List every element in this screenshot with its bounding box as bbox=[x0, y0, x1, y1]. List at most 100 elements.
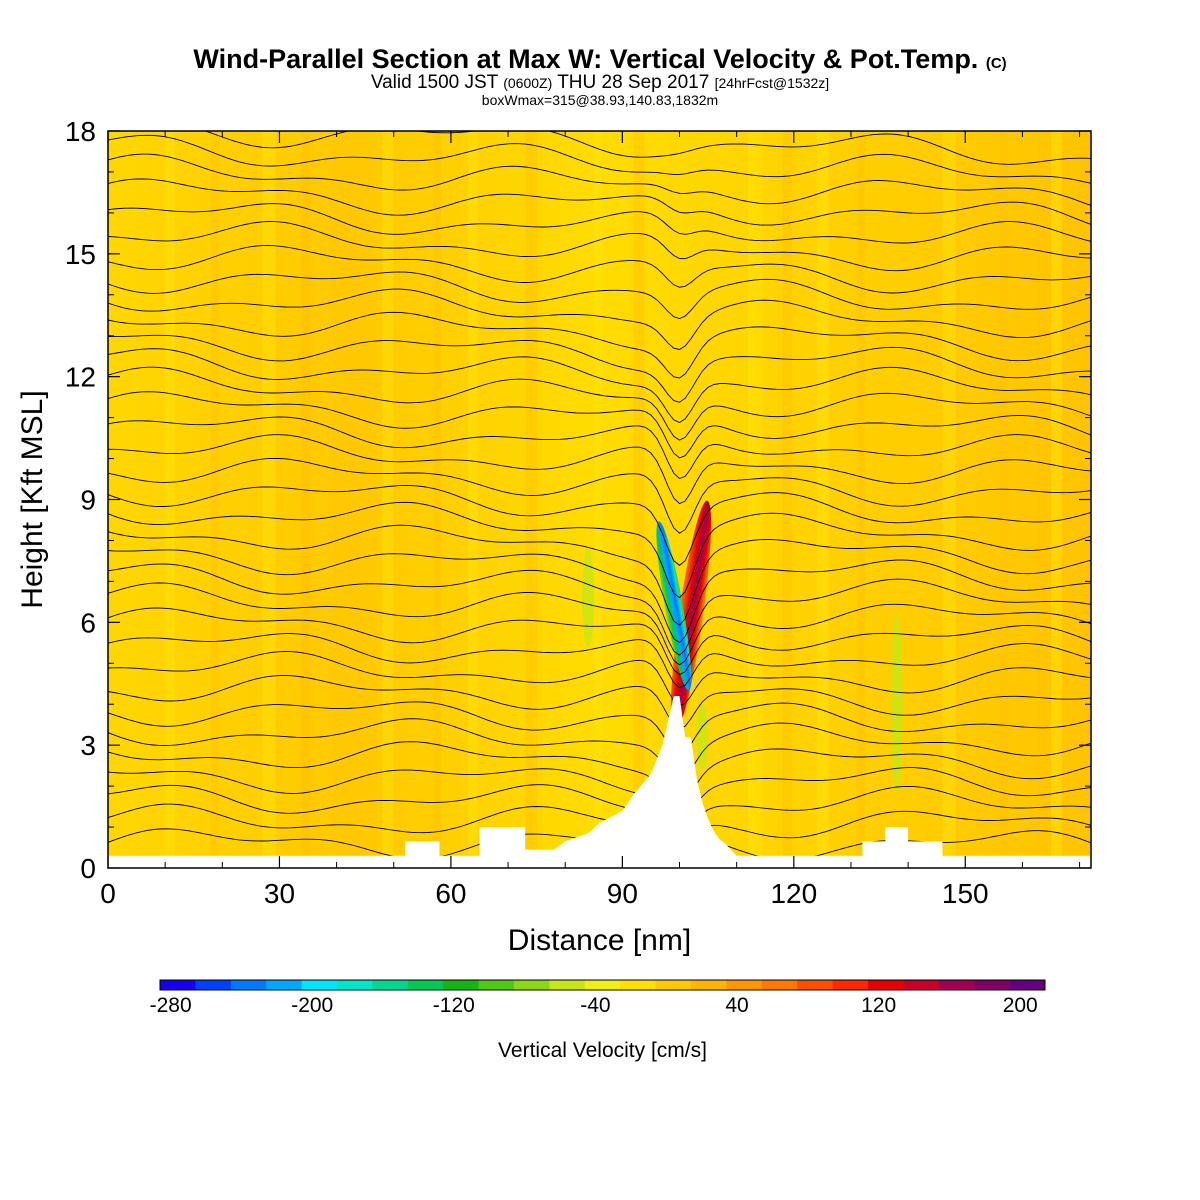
colorbar-swatch bbox=[160, 980, 196, 990]
weak-downdraft-band bbox=[696, 704, 709, 770]
colorbar-tick-label: -280 bbox=[150, 994, 192, 1017]
isentrope-line bbox=[108, 245, 1091, 294]
weak-downdraft-band bbox=[890, 614, 903, 795]
colorbar-frame bbox=[159, 979, 1046, 991]
colorbar-swatch bbox=[478, 980, 515, 990]
field-streak bbox=[302, 131, 311, 868]
isentrope-line bbox=[108, 271, 1091, 319]
colorbar-tick-label: -120 bbox=[433, 994, 475, 1017]
x-tick-label: 60 bbox=[435, 878, 466, 909]
field-streak bbox=[468, 131, 478, 868]
field-streak bbox=[210, 131, 219, 868]
colorbar-label: Vertical Velocity [cm/s] bbox=[498, 1039, 707, 1062]
isentrope-line bbox=[108, 366, 1091, 441]
x-tick-label: 120 bbox=[770, 878, 817, 909]
colorbar-swatch bbox=[761, 980, 798, 990]
colorbar-swatch bbox=[407, 980, 444, 990]
colorbar-swatch bbox=[655, 980, 692, 990]
colorbar-tick-label: -40 bbox=[580, 994, 610, 1017]
downdraft-core bbox=[656, 521, 692, 691]
isentrope-line bbox=[108, 434, 1091, 505]
field-streak bbox=[433, 131, 441, 868]
isentrope-line bbox=[108, 457, 1091, 534]
isentrope-line bbox=[108, 203, 1091, 244]
isentrope-line bbox=[108, 178, 1091, 226]
isentrope-line bbox=[108, 311, 1091, 379]
isentrope-line bbox=[108, 549, 1091, 644]
colorbar-swatch bbox=[832, 980, 869, 990]
x-axis-label: Distance [nm] bbox=[508, 924, 691, 957]
isentrope-line bbox=[108, 501, 1091, 599]
field-streak bbox=[633, 131, 645, 868]
field-streak bbox=[593, 131, 603, 868]
chart-subtitle: Valid 1500 JST (0600Z) THU 28 Sep 2017 [… bbox=[370, 72, 830, 93]
colorbar-tick-label: 200 bbox=[1003, 994, 1038, 1017]
field-streak bbox=[262, 131, 276, 868]
colorbar-swatch bbox=[691, 980, 727, 990]
colorbar-swatch bbox=[230, 980, 267, 990]
y-tick-label: 15 bbox=[65, 239, 96, 270]
field-background bbox=[108, 131, 1091, 868]
colorbar-swatch bbox=[868, 980, 904, 990]
colorbar-swatch bbox=[903, 980, 940, 990]
colorbar-swatch bbox=[584, 980, 621, 990]
y-tick-label: 12 bbox=[65, 362, 96, 393]
isentrope-line bbox=[108, 524, 1091, 626]
x-tick-label: 150 bbox=[942, 878, 989, 909]
isentrope-line bbox=[108, 485, 1091, 566]
isentrope-line bbox=[108, 741, 1091, 805]
colorbar-swatch bbox=[195, 980, 232, 990]
colorbar-swatch bbox=[797, 980, 834, 990]
colorbar-swatch bbox=[443, 980, 480, 990]
y-axis-label: Height [Kft MSL] bbox=[16, 390, 49, 608]
colorbar-swatch bbox=[301, 980, 338, 990]
colorbar-swatch bbox=[266, 980, 303, 990]
colorbar-tick-label: 120 bbox=[861, 994, 896, 1017]
colorbar-swatch bbox=[1009, 980, 1046, 990]
colorbar-swatch bbox=[974, 980, 1011, 990]
field-streak bbox=[525, 131, 538, 868]
colorbar-swatch bbox=[549, 980, 586, 990]
isentrope-line bbox=[108, 675, 1091, 730]
isentrope-line bbox=[108, 607, 1091, 676]
isentrope-line bbox=[108, 416, 1091, 480]
y-tick-label: 6 bbox=[80, 607, 96, 638]
isentrope-line bbox=[108, 334, 1091, 403]
isentrope-line bbox=[108, 153, 1091, 206]
isentrope-line bbox=[108, 582, 1091, 666]
colorbar-swatch bbox=[372, 980, 409, 990]
colorbar-tick-label: 40 bbox=[725, 994, 748, 1017]
field-streak bbox=[1050, 131, 1062, 868]
isentrope-line bbox=[108, 784, 1091, 835]
isentrope-line bbox=[108, 391, 1091, 459]
colorbar-swatch bbox=[938, 980, 975, 990]
field-streak bbox=[856, 131, 866, 868]
isentrope-line bbox=[108, 221, 1091, 272]
field-streak bbox=[382, 131, 394, 868]
isentrope-line bbox=[108, 633, 1091, 689]
isentrope-line bbox=[108, 803, 1091, 844]
isentrope-line bbox=[108, 767, 1091, 822]
field-streak bbox=[782, 131, 792, 868]
x-tick-label: 0 bbox=[100, 878, 116, 909]
x-tick-label: 90 bbox=[607, 878, 638, 909]
colorbar-tick-label: -200 bbox=[291, 994, 333, 1017]
isentrope-line bbox=[203, 131, 1091, 165]
y-tick-label: 0 bbox=[80, 853, 96, 884]
chart-box-info: boxWmax=315@38.93,140.83,1832m bbox=[481, 92, 719, 108]
chart-title: Wind-Parallel Section at Max W: Vertical… bbox=[193, 44, 1007, 74]
colorbar-swatch bbox=[620, 980, 657, 990]
y-tick-label: 9 bbox=[80, 485, 96, 516]
field-streak bbox=[999, 131, 1008, 868]
field-streak bbox=[816, 131, 829, 868]
isentrope-line bbox=[108, 701, 1091, 756]
weak-downdraft-band bbox=[582, 548, 595, 647]
colorbar-swatch bbox=[514, 980, 550, 990]
field-streak bbox=[942, 131, 956, 868]
terrain bbox=[108, 696, 1091, 868]
isentrope-line bbox=[108, 718, 1091, 782]
isentrope-line bbox=[108, 563, 1091, 656]
x-tick-label: 30 bbox=[264, 878, 295, 909]
isentrope-line bbox=[108, 348, 1091, 424]
